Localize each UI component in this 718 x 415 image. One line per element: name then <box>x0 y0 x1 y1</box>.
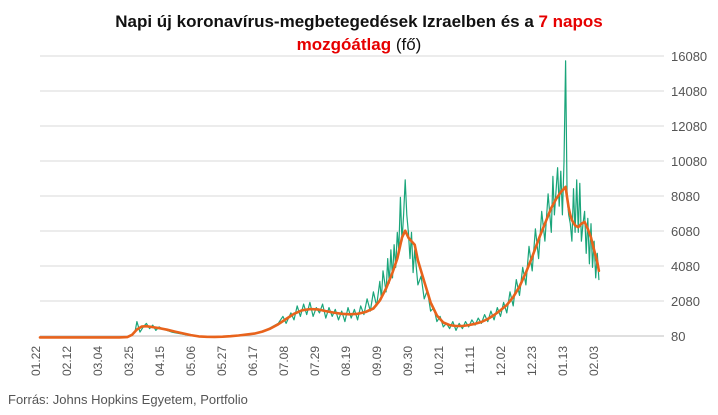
y-tick-label: 12080 <box>671 119 707 134</box>
y-tick-label: 6080 <box>671 224 700 239</box>
x-tick-label: 09.09 <box>370 346 384 376</box>
y-tick-label: 4080 <box>671 259 700 274</box>
x-tick-label: 01.13 <box>556 346 570 376</box>
y-tick-label: 14080 <box>671 84 707 99</box>
y-tick-label: 8080 <box>671 189 700 204</box>
x-tick-label: 01.22 <box>29 346 43 376</box>
title-part-1: Napi új koronavírus-megbetegedések Izrae… <box>115 12 539 31</box>
x-tick-label: 02.03 <box>587 346 601 376</box>
x-tick-label: 02.12 <box>60 346 74 376</box>
x-axis-ticks: 01.22 02.12 03.04 03.25 04.15 05.06 05.27 06.17… <box>29 346 601 376</box>
x-tick-label: 07.29 <box>308 346 322 376</box>
x-tick-label: 05.06 <box>184 346 198 376</box>
y-tick-label: 2080 <box>671 294 700 309</box>
x-tick-label: 08.19 <box>339 346 353 376</box>
x-tick-label: 06.17 <box>246 346 260 376</box>
y-tick-label: 10080 <box>671 154 707 169</box>
y-tick-label: 16080 <box>671 49 707 64</box>
x-tick-label: 12.23 <box>525 346 539 376</box>
title-part-2: 7 napos <box>538 12 603 31</box>
x-tick-label: 07.08 <box>277 346 291 376</box>
title-part-3: mozgóátlag <box>296 35 392 54</box>
x-tick-label: 05.27 <box>215 346 229 376</box>
grid-lines <box>40 55 664 337</box>
title-part-4: (fő) <box>391 35 422 54</box>
x-tick-label: 12.02 <box>494 346 508 376</box>
y-axis-ticks: 80 2080 4080 6080 8080 10080 12080 14080 16080 <box>671 49 707 344</box>
source-note: Forrás: Johns Hopkins Egyetem, Portfolio <box>8 392 248 407</box>
x-tick-label: 03.25 <box>122 346 136 376</box>
x-tick-label: 10.21 <box>432 346 446 376</box>
x-tick-label: 04.15 <box>153 346 167 376</box>
y-tick-label: 80 <box>671 329 685 344</box>
x-tick-label: 11.11 <box>463 346 477 375</box>
series-lines <box>38 60 601 339</box>
x-tick-label: 09.30 <box>401 346 415 376</box>
chart-title: Napi új koronavírus-megbetegedések Izrae… <box>0 10 718 56</box>
series-line-moving-average <box>38 185 601 339</box>
x-tick-label: 03.04 <box>91 346 105 376</box>
